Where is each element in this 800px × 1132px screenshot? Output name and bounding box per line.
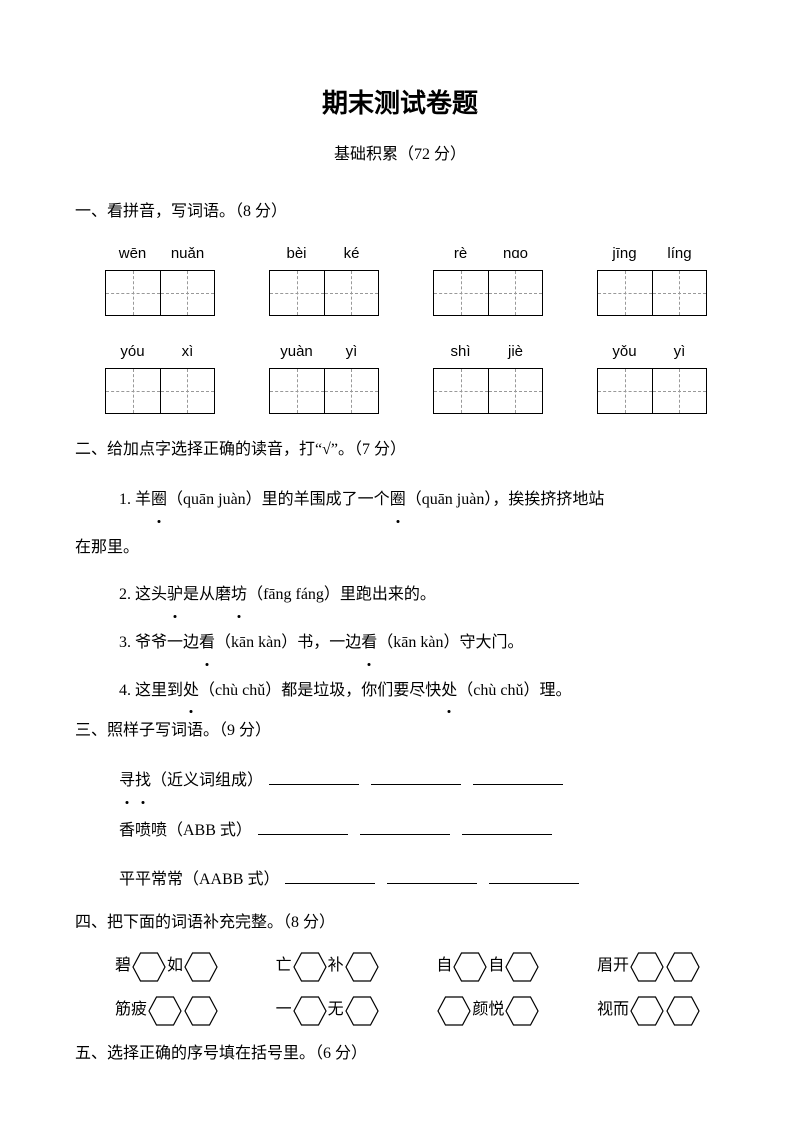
- pinyin-label: xì: [160, 338, 215, 365]
- hexagon-icon[interactable]: [132, 952, 166, 982]
- char-box[interactable]: [105, 368, 215, 414]
- pinyin-group: wēnnuǎn: [105, 240, 215, 316]
- hex-group: 亡补: [276, 952, 380, 982]
- hex-group: 颜悦: [436, 996, 540, 1026]
- pinyin-label: wēn: [105, 240, 160, 267]
- q2-item-1b: 在那里。: [75, 527, 725, 569]
- q3-line-1: 寻找（近义词组成）: [75, 760, 725, 802]
- pinyin-label: bèi: [269, 240, 324, 267]
- hexagon-icon[interactable]: [505, 996, 539, 1026]
- hexagon-icon[interactable]: [345, 996, 379, 1026]
- hex-group: 碧如: [115, 952, 219, 982]
- pinyin-label: líng: [652, 240, 707, 267]
- hex-row-2: 筋疲 一无 颜悦 视而: [75, 996, 725, 1026]
- pinyin-label: nɑo: [488, 240, 543, 267]
- page-title: 期末测试卷题: [75, 80, 725, 127]
- pinyin-group: jīnglíng: [597, 240, 707, 316]
- q1-heading: 一、看拼音，写词语。（8 分）: [75, 198, 725, 227]
- fill-blank[interactable]: [462, 819, 552, 835]
- q2-item-2: 2. 这头驴是从磨坊（fāng fáng）里跑出来的。: [75, 574, 725, 616]
- q3-line-2: 香喷喷（ABB 式）: [75, 810, 725, 852]
- q2-item-3: 3. 爷爷一边看（kān kàn）书，一边看（kān kàn）守大门。: [75, 622, 725, 664]
- pinyin-row-2: yóuxì yuànyì shìjiè yǒuyì: [75, 338, 725, 414]
- pinyin-group: bèiké: [269, 240, 379, 316]
- q2-heading: 二、给加点字选择正确的读音，打“√”。（7 分）: [75, 436, 725, 465]
- hexagon-icon[interactable]: [666, 996, 700, 1026]
- hexagon-icon[interactable]: [630, 952, 664, 982]
- pinyin-label: jīng: [597, 240, 652, 267]
- fill-blank[interactable]: [473, 769, 563, 785]
- char-box[interactable]: [597, 368, 707, 414]
- pinyin-group: yuànyì: [269, 338, 379, 414]
- hexagon-icon[interactable]: [345, 952, 379, 982]
- char-box[interactable]: [269, 270, 379, 316]
- pinyin-label: rè: [433, 240, 488, 267]
- hex-group: 一无: [276, 996, 380, 1026]
- hexagon-icon[interactable]: [505, 952, 539, 982]
- hexagon-icon[interactable]: [293, 996, 327, 1026]
- char-box[interactable]: [433, 270, 543, 316]
- pinyin-group: rènɑo: [433, 240, 543, 316]
- fill-blank[interactable]: [371, 769, 461, 785]
- fill-blank[interactable]: [489, 868, 579, 884]
- char-box[interactable]: [105, 270, 215, 316]
- pinyin-label: shì: [433, 338, 488, 365]
- pinyin-label: yì: [324, 338, 379, 365]
- q2-item-4: 4. 这里到处（chù chǔ）都是垃圾，你们要尽快处（chù chǔ）理。: [75, 670, 725, 712]
- hexagon-icon[interactable]: [630, 996, 664, 1026]
- q5-heading: 五、选择正确的序号填在括号里。（6 分）: [75, 1040, 725, 1069]
- pinyin-label: jiè: [488, 338, 543, 365]
- pinyin-label: yóu: [105, 338, 160, 365]
- q3-line-3: 平平常常（AABB 式）: [75, 859, 725, 901]
- char-box[interactable]: [597, 270, 707, 316]
- q2-item-1: 1. 羊圈（quān juàn）里的羊围成了一个圈（quān juàn），挨挨挤…: [75, 479, 725, 521]
- fill-blank[interactable]: [387, 868, 477, 884]
- pinyin-label: ké: [324, 240, 379, 267]
- fill-blank[interactable]: [258, 819, 348, 835]
- hex-group: 自自: [436, 952, 540, 982]
- hexagon-icon[interactable]: [148, 996, 182, 1026]
- hexagon-icon[interactable]: [184, 996, 218, 1026]
- pinyin-group: shìjiè: [433, 338, 543, 414]
- fill-blank[interactable]: [269, 769, 359, 785]
- q3-heading: 三、照样子写词语。（9 分）: [75, 717, 725, 746]
- pinyin-label: yuàn: [269, 338, 324, 365]
- fill-blank[interactable]: [360, 819, 450, 835]
- char-box[interactable]: [269, 368, 379, 414]
- q4-heading: 四、把下面的词语补充完整。（8 分）: [75, 909, 725, 938]
- hex-row-1: 碧如 亡补 自自 眉开: [75, 952, 725, 982]
- hexagon-icon[interactable]: [453, 952, 487, 982]
- hexagon-icon[interactable]: [184, 952, 218, 982]
- hexagon-icon[interactable]: [293, 952, 327, 982]
- pinyin-row-1: wēnnuǎn bèiké rènɑo jīnglíng: [75, 240, 725, 316]
- hexagon-icon[interactable]: [666, 952, 700, 982]
- fill-blank[interactable]: [285, 868, 375, 884]
- pinyin-group: yóuxì: [105, 338, 215, 414]
- char-box[interactable]: [433, 368, 543, 414]
- page-subtitle: 基础积累（72 分）: [75, 141, 725, 170]
- hex-group: 视而: [597, 996, 701, 1026]
- hex-group: 筋疲: [115, 996, 219, 1026]
- pinyin-label: yì: [652, 338, 707, 365]
- pinyin-label: yǒu: [597, 338, 652, 365]
- pinyin-group: yǒuyì: [597, 338, 707, 414]
- hexagon-icon[interactable]: [437, 996, 471, 1026]
- pinyin-label: nuǎn: [160, 240, 215, 267]
- hex-group: 眉开: [597, 952, 701, 982]
